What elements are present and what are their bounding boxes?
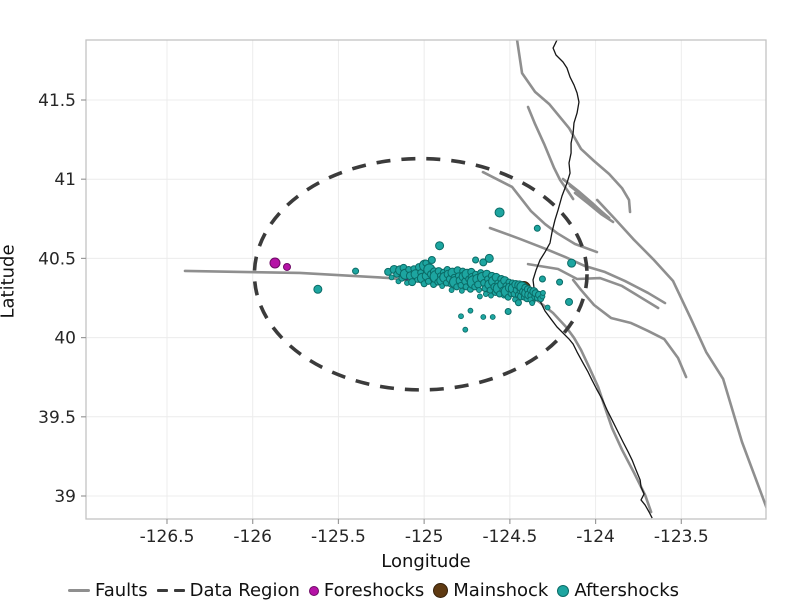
- faults-line-icon: [68, 589, 90, 592]
- y-tick-label: 40: [54, 329, 76, 349]
- y-tick-label: 39.5: [38, 408, 76, 428]
- data-region-ellipse: [252, 156, 589, 392]
- aftershock-point: [476, 293, 483, 300]
- aftershock-point: [538, 275, 546, 283]
- x-tick-label: -125.5: [311, 527, 366, 547]
- aftershock-point: [494, 207, 505, 218]
- x-tick-label: -126.5: [140, 527, 195, 547]
- x-tick-label: -124.5: [482, 527, 537, 547]
- mainshock-dot-icon: [433, 583, 449, 598]
- aftershock-point: [435, 241, 445, 251]
- foreshock-point: [282, 262, 291, 271]
- aftershock-point: [482, 291, 489, 297]
- fault-line: [526, 291, 653, 514]
- axis-tick-labels: -126.5 -126 -125.5 -125 -124.5 -124 -123.5 39 39…: [38, 91, 709, 547]
- fault-line: [526, 105, 575, 201]
- legend-item-aftershocks: Aftershocks: [557, 580, 679, 601]
- aftershock-point: [448, 287, 455, 293]
- aftershock-point: [556, 278, 564, 286]
- aftershock-point: [313, 284, 323, 294]
- aftershock-point: [533, 224, 541, 232]
- aftershock-point: [427, 255, 436, 264]
- aftershock-point: [480, 314, 487, 320]
- aftershock-point: [488, 292, 494, 299]
- aftershocks-dot-icon: [557, 584, 570, 597]
- y-tick-label: 41.5: [38, 91, 76, 111]
- x-tick-label: -123.5: [654, 527, 709, 547]
- legend-label: Data Region: [189, 580, 300, 601]
- legend-label: Mainshock: [453, 580, 549, 601]
- foreshock-point: [269, 257, 281, 269]
- x-tick-label: -124: [576, 527, 615, 547]
- legend-label: Faults: [95, 580, 148, 601]
- legend-item-mainshock: Mainshock: [433, 580, 548, 601]
- fault-line: [515, 40, 632, 214]
- aftershocks-points: [313, 207, 577, 333]
- y-tick-label: 41: [54, 170, 76, 190]
- data-region-outline: [252, 156, 589, 392]
- y-tick-label: 40.5: [38, 249, 76, 269]
- aftershock-point: [504, 307, 512, 315]
- aftershock-point: [439, 283, 446, 290]
- plot-frame: [85, 39, 767, 520]
- aftershock-point: [484, 253, 494, 263]
- data-region-dash-icon: [156, 588, 185, 593]
- fault-line: [481, 170, 599, 254]
- aftershock-point: [458, 313, 464, 320]
- aftershock-point: [472, 256, 480, 264]
- x-tick-label: -125: [405, 527, 444, 547]
- fault-line: [573, 191, 615, 224]
- y-axis-title: Latitude: [0, 244, 19, 319]
- aftershock-point: [467, 307, 474, 314]
- aftershock-point: [479, 258, 488, 267]
- aftershock-point: [458, 287, 465, 294]
- aftershock-point: [352, 267, 360, 275]
- fault-line: [571, 278, 688, 379]
- fault-line: [526, 262, 660, 310]
- fault-line: [595, 198, 766, 510]
- axis-ticks: [81, 99, 682, 524]
- legend-label: Aftershocks: [574, 580, 680, 601]
- aftershock-point: [462, 326, 469, 333]
- legend-item-data-region: Data Region: [156, 580, 300, 601]
- plot-border: [85, 39, 767, 520]
- legend-label: Foreshocks: [323, 580, 425, 601]
- aftershock-point: [514, 299, 522, 307]
- aftershock-point: [476, 287, 482, 293]
- legend-item-foreshocks: Foreshocks: [308, 580, 425, 601]
- legend-item-faults: Faults: [68, 580, 148, 601]
- aftershock-point: [540, 290, 546, 296]
- aftershock-point: [544, 304, 551, 311]
- aftershock-point: [388, 274, 395, 281]
- aftershock-point: [529, 300, 536, 306]
- x-axis-title: Longitude: [381, 551, 471, 572]
- legend: Faults Data Region Foreshocks Mainshock Afte…: [68, 580, 679, 601]
- aftershock-point: [489, 314, 496, 320]
- y-tick-label: 39: [54, 487, 76, 507]
- aftershock-point: [567, 258, 577, 268]
- foreshocks-dot-icon: [308, 585, 319, 596]
- x-tick-label: -126: [233, 527, 272, 547]
- fault-line: [568, 184, 611, 220]
- aftershock-point: [565, 297, 574, 306]
